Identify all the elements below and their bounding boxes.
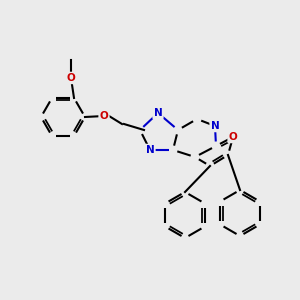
Text: O: O (229, 132, 237, 142)
Text: N: N (211, 121, 219, 131)
Text: N: N (146, 145, 154, 155)
Text: O: O (100, 111, 108, 121)
Text: O: O (67, 73, 75, 83)
Text: N: N (154, 108, 162, 118)
